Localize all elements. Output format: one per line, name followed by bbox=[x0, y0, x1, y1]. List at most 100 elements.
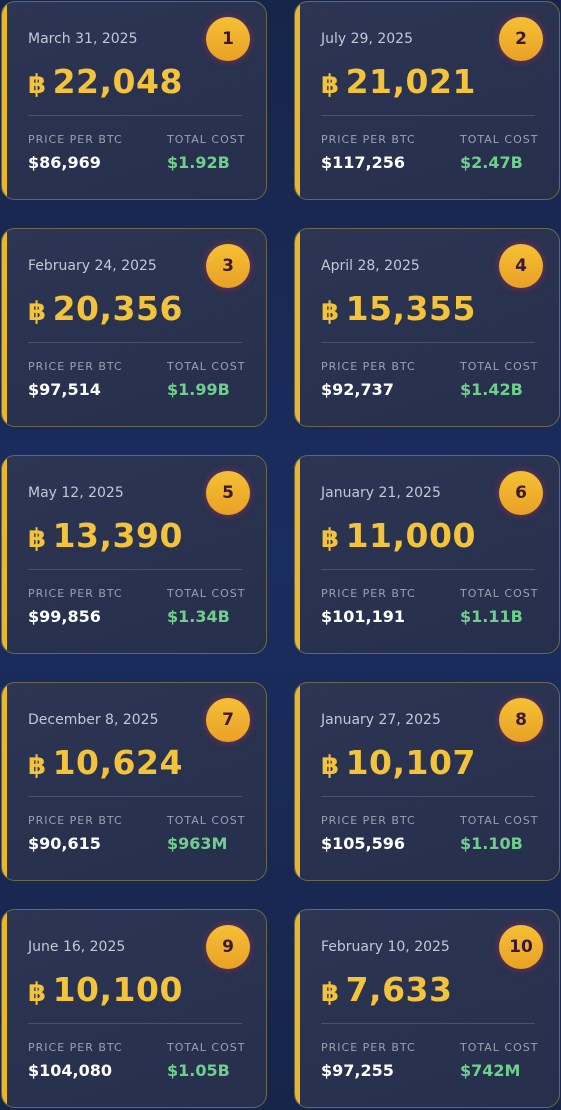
bitcoin-icon: ฿ bbox=[321, 524, 340, 554]
btc-amount: ฿ 21,021 bbox=[321, 62, 476, 101]
cost-value: $1.42B bbox=[460, 380, 523, 399]
cost-label: TOTAL COST bbox=[167, 587, 246, 600]
btc-amount: ฿ 10,107 bbox=[321, 743, 476, 782]
divider bbox=[28, 342, 242, 343]
cost-label: TOTAL COST bbox=[460, 1041, 539, 1054]
cost-value: $1.11B bbox=[460, 607, 523, 626]
price-label: PRICE PER BTC bbox=[28, 814, 123, 827]
purchase-date: December 8, 2025 bbox=[28, 712, 159, 728]
price-value: $117,256 bbox=[321, 153, 406, 172]
cost-label: TOTAL COST bbox=[460, 587, 539, 600]
cost-value: $1.10B bbox=[460, 834, 523, 853]
purchase-card[interactable]: February 10, 2025 10 ฿ 7,633 PRICE PER BT… bbox=[294, 909, 560, 1108]
purchase-date: May 12, 2025 bbox=[28, 485, 124, 501]
bitcoin-icon: ฿ bbox=[28, 70, 47, 100]
price-label: PRICE PER BTC bbox=[321, 814, 416, 827]
btc-amount-value: 10,107 bbox=[345, 743, 476, 782]
price-value: $105,596 bbox=[321, 834, 406, 853]
rank-badge: 5 bbox=[206, 471, 250, 515]
price-label: PRICE PER BTC bbox=[28, 587, 123, 600]
price-value: $99,856 bbox=[28, 607, 101, 626]
cost-value: $963M bbox=[167, 834, 228, 853]
purchase-date: April 28, 2025 bbox=[321, 258, 420, 274]
price-value: $101,191 bbox=[321, 607, 406, 626]
btc-amount-value: 15,355 bbox=[345, 289, 476, 328]
purchase-date: July 29, 2025 bbox=[321, 31, 413, 47]
cost-value: $1.34B bbox=[167, 607, 230, 626]
price-label: PRICE PER BTC bbox=[321, 1041, 416, 1054]
purchase-date: June 16, 2025 bbox=[28, 939, 126, 955]
price-value: $90,615 bbox=[28, 834, 101, 853]
divider bbox=[321, 342, 535, 343]
cost-label: TOTAL COST bbox=[167, 814, 246, 827]
btc-amount-value: 22,048 bbox=[52, 62, 183, 101]
divider bbox=[321, 115, 535, 116]
btc-amount: ฿ 15,355 bbox=[321, 289, 476, 328]
divider bbox=[28, 115, 242, 116]
purchase-card[interactable]: February 24, 2025 3 ฿ 20,356 PRICE PER BT… bbox=[1, 228, 267, 427]
bitcoin-icon: ฿ bbox=[28, 524, 47, 554]
rank-badge: 3 bbox=[206, 244, 250, 288]
cost-label: TOTAL COST bbox=[167, 133, 246, 146]
purchase-card[interactable]: January 21, 2025 6 ฿ 11,000 PRICE PER BTC… bbox=[294, 455, 560, 654]
cost-value: $742M bbox=[460, 1061, 521, 1080]
btc-amount-value: 21,021 bbox=[345, 62, 476, 101]
divider bbox=[321, 1023, 535, 1024]
btc-amount: ฿ 7,633 bbox=[321, 970, 452, 1009]
btc-amount: ฿ 10,100 bbox=[28, 970, 183, 1009]
cost-label: TOTAL COST bbox=[167, 1041, 246, 1054]
btc-amount-value: 11,000 bbox=[345, 516, 476, 555]
btc-amount-value: 10,100 bbox=[52, 970, 183, 1009]
btc-amount: ฿ 20,356 bbox=[28, 289, 183, 328]
bitcoin-icon: ฿ bbox=[28, 751, 47, 781]
bitcoin-icon: ฿ bbox=[28, 978, 47, 1008]
purchase-card[interactable]: July 29, 2025 2 ฿ 21,021 PRICE PER BTC TO… bbox=[294, 1, 560, 200]
rank-badge: 10 bbox=[499, 925, 543, 969]
cost-value: $1.92B bbox=[167, 153, 230, 172]
bitcoin-icon: ฿ bbox=[321, 297, 340, 327]
price-label: PRICE PER BTC bbox=[321, 587, 416, 600]
price-label: PRICE PER BTC bbox=[28, 360, 123, 373]
cost-label: TOTAL COST bbox=[460, 814, 539, 827]
cost-value: $1.05B bbox=[167, 1061, 230, 1080]
purchase-date: February 10, 2025 bbox=[321, 939, 450, 955]
price-label: PRICE PER BTC bbox=[321, 360, 416, 373]
divider bbox=[28, 569, 242, 570]
btc-amount: ฿ 11,000 bbox=[321, 516, 476, 555]
divider bbox=[321, 569, 535, 570]
btc-amount: ฿ 22,048 bbox=[28, 62, 183, 101]
btc-amount: ฿ 10,624 bbox=[28, 743, 183, 782]
purchase-card[interactable]: June 16, 2025 9 ฿ 10,100 PRICE PER BTC TO… bbox=[1, 909, 267, 1108]
purchase-card[interactable]: April 28, 2025 4 ฿ 15,355 PRICE PER BTC T… bbox=[294, 228, 560, 427]
divider bbox=[321, 796, 535, 797]
purchase-date: January 21, 2025 bbox=[321, 485, 441, 501]
bitcoin-icon: ฿ bbox=[321, 751, 340, 781]
purchase-date: February 24, 2025 bbox=[28, 258, 157, 274]
bitcoin-icon: ฿ bbox=[321, 70, 340, 100]
purchase-card[interactable]: May 12, 2025 5 ฿ 13,390 PRICE PER BTC TOT… bbox=[1, 455, 267, 654]
rank-badge: 9 bbox=[206, 925, 250, 969]
purchase-card[interactable]: December 8, 2025 7 ฿ 10,624 PRICE PER BTC… bbox=[1, 682, 267, 881]
purchase-card[interactable]: January 27, 2025 8 ฿ 10,107 PRICE PER BTC… bbox=[294, 682, 560, 881]
price-value: $97,514 bbox=[28, 380, 101, 399]
price-label: PRICE PER BTC bbox=[28, 1041, 123, 1054]
price-label: PRICE PER BTC bbox=[28, 133, 123, 146]
price-label: PRICE PER BTC bbox=[321, 133, 416, 146]
purchase-date: January 27, 2025 bbox=[321, 712, 441, 728]
price-value: $92,737 bbox=[321, 380, 394, 399]
cost-label: TOTAL COST bbox=[167, 360, 246, 373]
purchase-card[interactable]: March 31, 2025 1 ฿ 22,048 PRICE PER BTC T… bbox=[1, 1, 267, 200]
cost-value: $2.47B bbox=[460, 153, 523, 172]
btc-amount-value: 13,390 bbox=[52, 516, 183, 555]
purchase-date: March 31, 2025 bbox=[28, 31, 138, 47]
btc-amount: ฿ 13,390 bbox=[28, 516, 183, 555]
rank-badge: 7 bbox=[206, 698, 250, 742]
bitcoin-icon: ฿ bbox=[321, 978, 340, 1008]
cost-label: TOTAL COST bbox=[460, 360, 539, 373]
bitcoin-icon: ฿ bbox=[28, 297, 47, 327]
rank-badge: 2 bbox=[499, 17, 543, 61]
btc-amount-value: 7,633 bbox=[345, 970, 453, 1009]
price-value: $97,255 bbox=[321, 1061, 394, 1080]
divider bbox=[28, 1023, 242, 1024]
